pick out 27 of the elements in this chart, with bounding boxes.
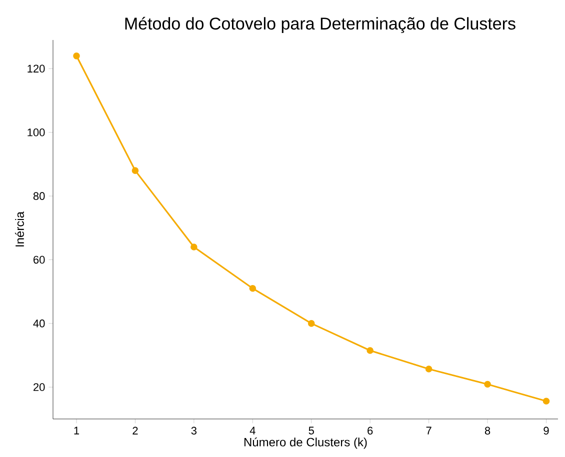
x-tick-label: 3 (191, 426, 197, 435)
x-tick-label: 8 (484, 426, 490, 435)
point (73, 52, 80, 60)
x-tick-label: 1 (74, 426, 80, 434)
y-axis-title: Inércia (15, 211, 24, 246)
x-tick-label: 5 (308, 426, 314, 434)
point (308, 320, 315, 327)
point (132, 167, 139, 174)
point (425, 366, 432, 372)
x-tick-label: 6 (368, 426, 373, 435)
y-tick-label: 20 (34, 383, 45, 392)
y-tick-label: 80 (33, 192, 45, 200)
point (366, 347, 374, 354)
x-tick-label: 7 (426, 426, 432, 434)
x-axis-title: Número de Clusters (k) (244, 437, 367, 449)
x-tick-label: 2 (132, 426, 138, 434)
point (542, 398, 550, 405)
point (484, 380, 491, 388)
y-tick-label: 120 (28, 64, 45, 73)
point (190, 244, 198, 250)
y-tick-label: 40 (33, 320, 45, 328)
y-tick-label: 60 (34, 256, 45, 264)
x-tick-label: 9 (544, 426, 549, 435)
point (249, 285, 256, 292)
y-tick-label: 100 (28, 128, 45, 136)
x-tick-label: 4 (250, 426, 256, 434)
chart-title: Método do Cotovelo para Determinação de Clusters (125, 16, 516, 34)
